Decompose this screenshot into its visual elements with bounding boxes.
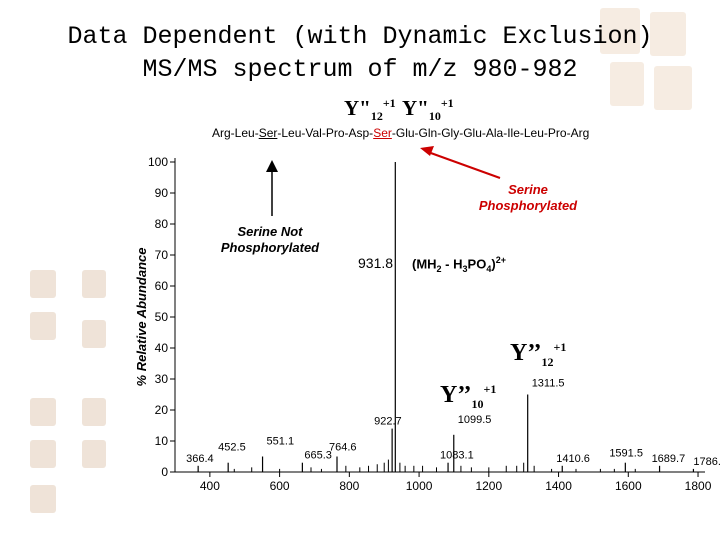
watermark-block	[610, 62, 644, 106]
y-axis-title: % Relative Abundance	[134, 248, 149, 387]
header-ion-y12-sub: 12	[370, 109, 383, 124]
y-tick-label: 30	[155, 372, 169, 386]
x-tick-label: 1200	[475, 479, 502, 493]
y-tick-label: 90	[155, 186, 169, 200]
ion-label-y12-sup: +1	[553, 340, 567, 354]
peak-label: 366.4	[186, 453, 214, 465]
ion-label-y10-base: Y’’	[440, 382, 472, 408]
watermark-block	[82, 440, 106, 468]
precursor-formula-prefix: (MH	[412, 256, 437, 272]
peak-label: 1083.1	[440, 450, 474, 462]
arrow-phosphorylated	[427, 151, 501, 179]
y-tick-label: 40	[155, 341, 169, 355]
y-tick-label: 50	[155, 310, 169, 324]
peak-label: 1311.5	[532, 378, 565, 390]
precursor-value: 931.8	[358, 255, 394, 271]
peptide-sequence: Arg-Leu-Ser-Leu-Val-Pro-Asp-Ser-Glu-Gln-…	[212, 126, 589, 140]
header-ion-y10: Y"10+1	[402, 96, 454, 124]
x-tick-label: 1800	[685, 479, 712, 493]
watermark-block	[82, 270, 106, 298]
header-ion-y10-sup: +1	[440, 96, 454, 110]
header-ion-y12-sup: +1	[382, 96, 396, 110]
precursor-formula-sub2: 3	[462, 263, 468, 274]
watermark-block	[30, 440, 56, 468]
arrow-head-not-phosphorylated	[266, 160, 278, 172]
header-ion-y12: Y"12+1	[344, 96, 396, 124]
y-tick-label: 70	[155, 248, 169, 262]
chart-title-line1: Data Dependent (with Dynamic Exclusion)	[67, 22, 653, 51]
x-tick-label: 800	[339, 479, 359, 493]
peak-label: 764.6	[329, 442, 357, 454]
watermark-block	[82, 320, 106, 348]
precursor-formula-sub3: 4	[486, 263, 492, 274]
precursor-formula-sub1: 2	[436, 263, 442, 274]
watermark-block	[30, 312, 56, 340]
y-tick-label: 0	[161, 465, 168, 479]
header-ion-y10-sub: 10	[428, 109, 441, 124]
precursor-formula-mid2: PO	[467, 256, 487, 272]
ion-label-y12: Y’’12+1	[510, 340, 566, 370]
precursor-formula-mid: - H	[441, 256, 463, 272]
x-tick-label: 1000	[406, 479, 433, 493]
precursor-formula-suffix: )	[491, 256, 496, 272]
watermark-block	[30, 398, 56, 426]
ion-label-y12-sub: 12	[541, 354, 554, 369]
y-tick-label: 20	[155, 403, 169, 417]
x-tick-label: 1600	[615, 479, 642, 493]
watermark-block	[30, 485, 56, 513]
precursor-formula-sup: 2+	[495, 255, 506, 265]
y-tick-label: 10	[155, 434, 169, 448]
peak-label: 1689.7	[652, 453, 686, 465]
sequence-part3: -Glu-Gln-Gly-Glu-Ala-Ile-Leu-Pro-Arg	[391, 126, 590, 140]
peak-label: 1786.8	[693, 456, 720, 468]
peak-label: 452.5	[218, 442, 246, 454]
y-tick-label: 100	[148, 155, 168, 169]
watermark-block	[650, 12, 686, 56]
ion-label-y10: Y’’10+1	[440, 382, 496, 412]
sequence-serine-2: Ser	[373, 126, 392, 140]
x-tick-label: 600	[270, 479, 290, 493]
y-tick-label: 80	[155, 217, 169, 231]
ion-label-y12-base: Y’’	[510, 340, 542, 366]
y-tick-label: 60	[155, 279, 169, 293]
watermark-block	[82, 398, 106, 426]
peak-label: 1410.6	[556, 453, 590, 465]
peak-label: 665.3	[304, 450, 332, 462]
ion-label-y10-sup: +1	[483, 382, 497, 396]
annotation-phosphorylated: Serine Phosphorylated	[478, 182, 578, 213]
watermark-block	[654, 66, 692, 110]
sequence-serine-1: Ser	[258, 126, 278, 140]
precursor-formula: (MH2 - H3PO4)2+	[412, 255, 506, 274]
chart-title-line2: MS/MS spectrum of m/z 980-982	[142, 55, 578, 84]
arrow-head-phosphorylated	[420, 146, 434, 156]
peak-label: 922.7	[374, 416, 402, 428]
peak-label: 1099.5	[458, 414, 492, 426]
x-tick-label: 400	[200, 479, 220, 493]
peak-label: 551.1	[267, 436, 295, 448]
x-tick-label: 1400	[545, 479, 572, 493]
header-ion-y10-base: Y"	[402, 96, 429, 120]
watermark-block	[600, 8, 640, 54]
peak-label: 1591.5	[609, 448, 643, 460]
header-ion-y12-base: Y"	[344, 96, 371, 120]
sequence-part2: -Leu-Val-Pro-Asp-	[277, 126, 374, 140]
ion-label-y10-sub: 10	[471, 396, 484, 411]
annotation-not-phosphorylated: Serine Not Phosphorylated	[220, 224, 320, 255]
sequence-part1: Arg-Leu-	[212, 126, 259, 140]
watermark-block	[30, 270, 56, 298]
